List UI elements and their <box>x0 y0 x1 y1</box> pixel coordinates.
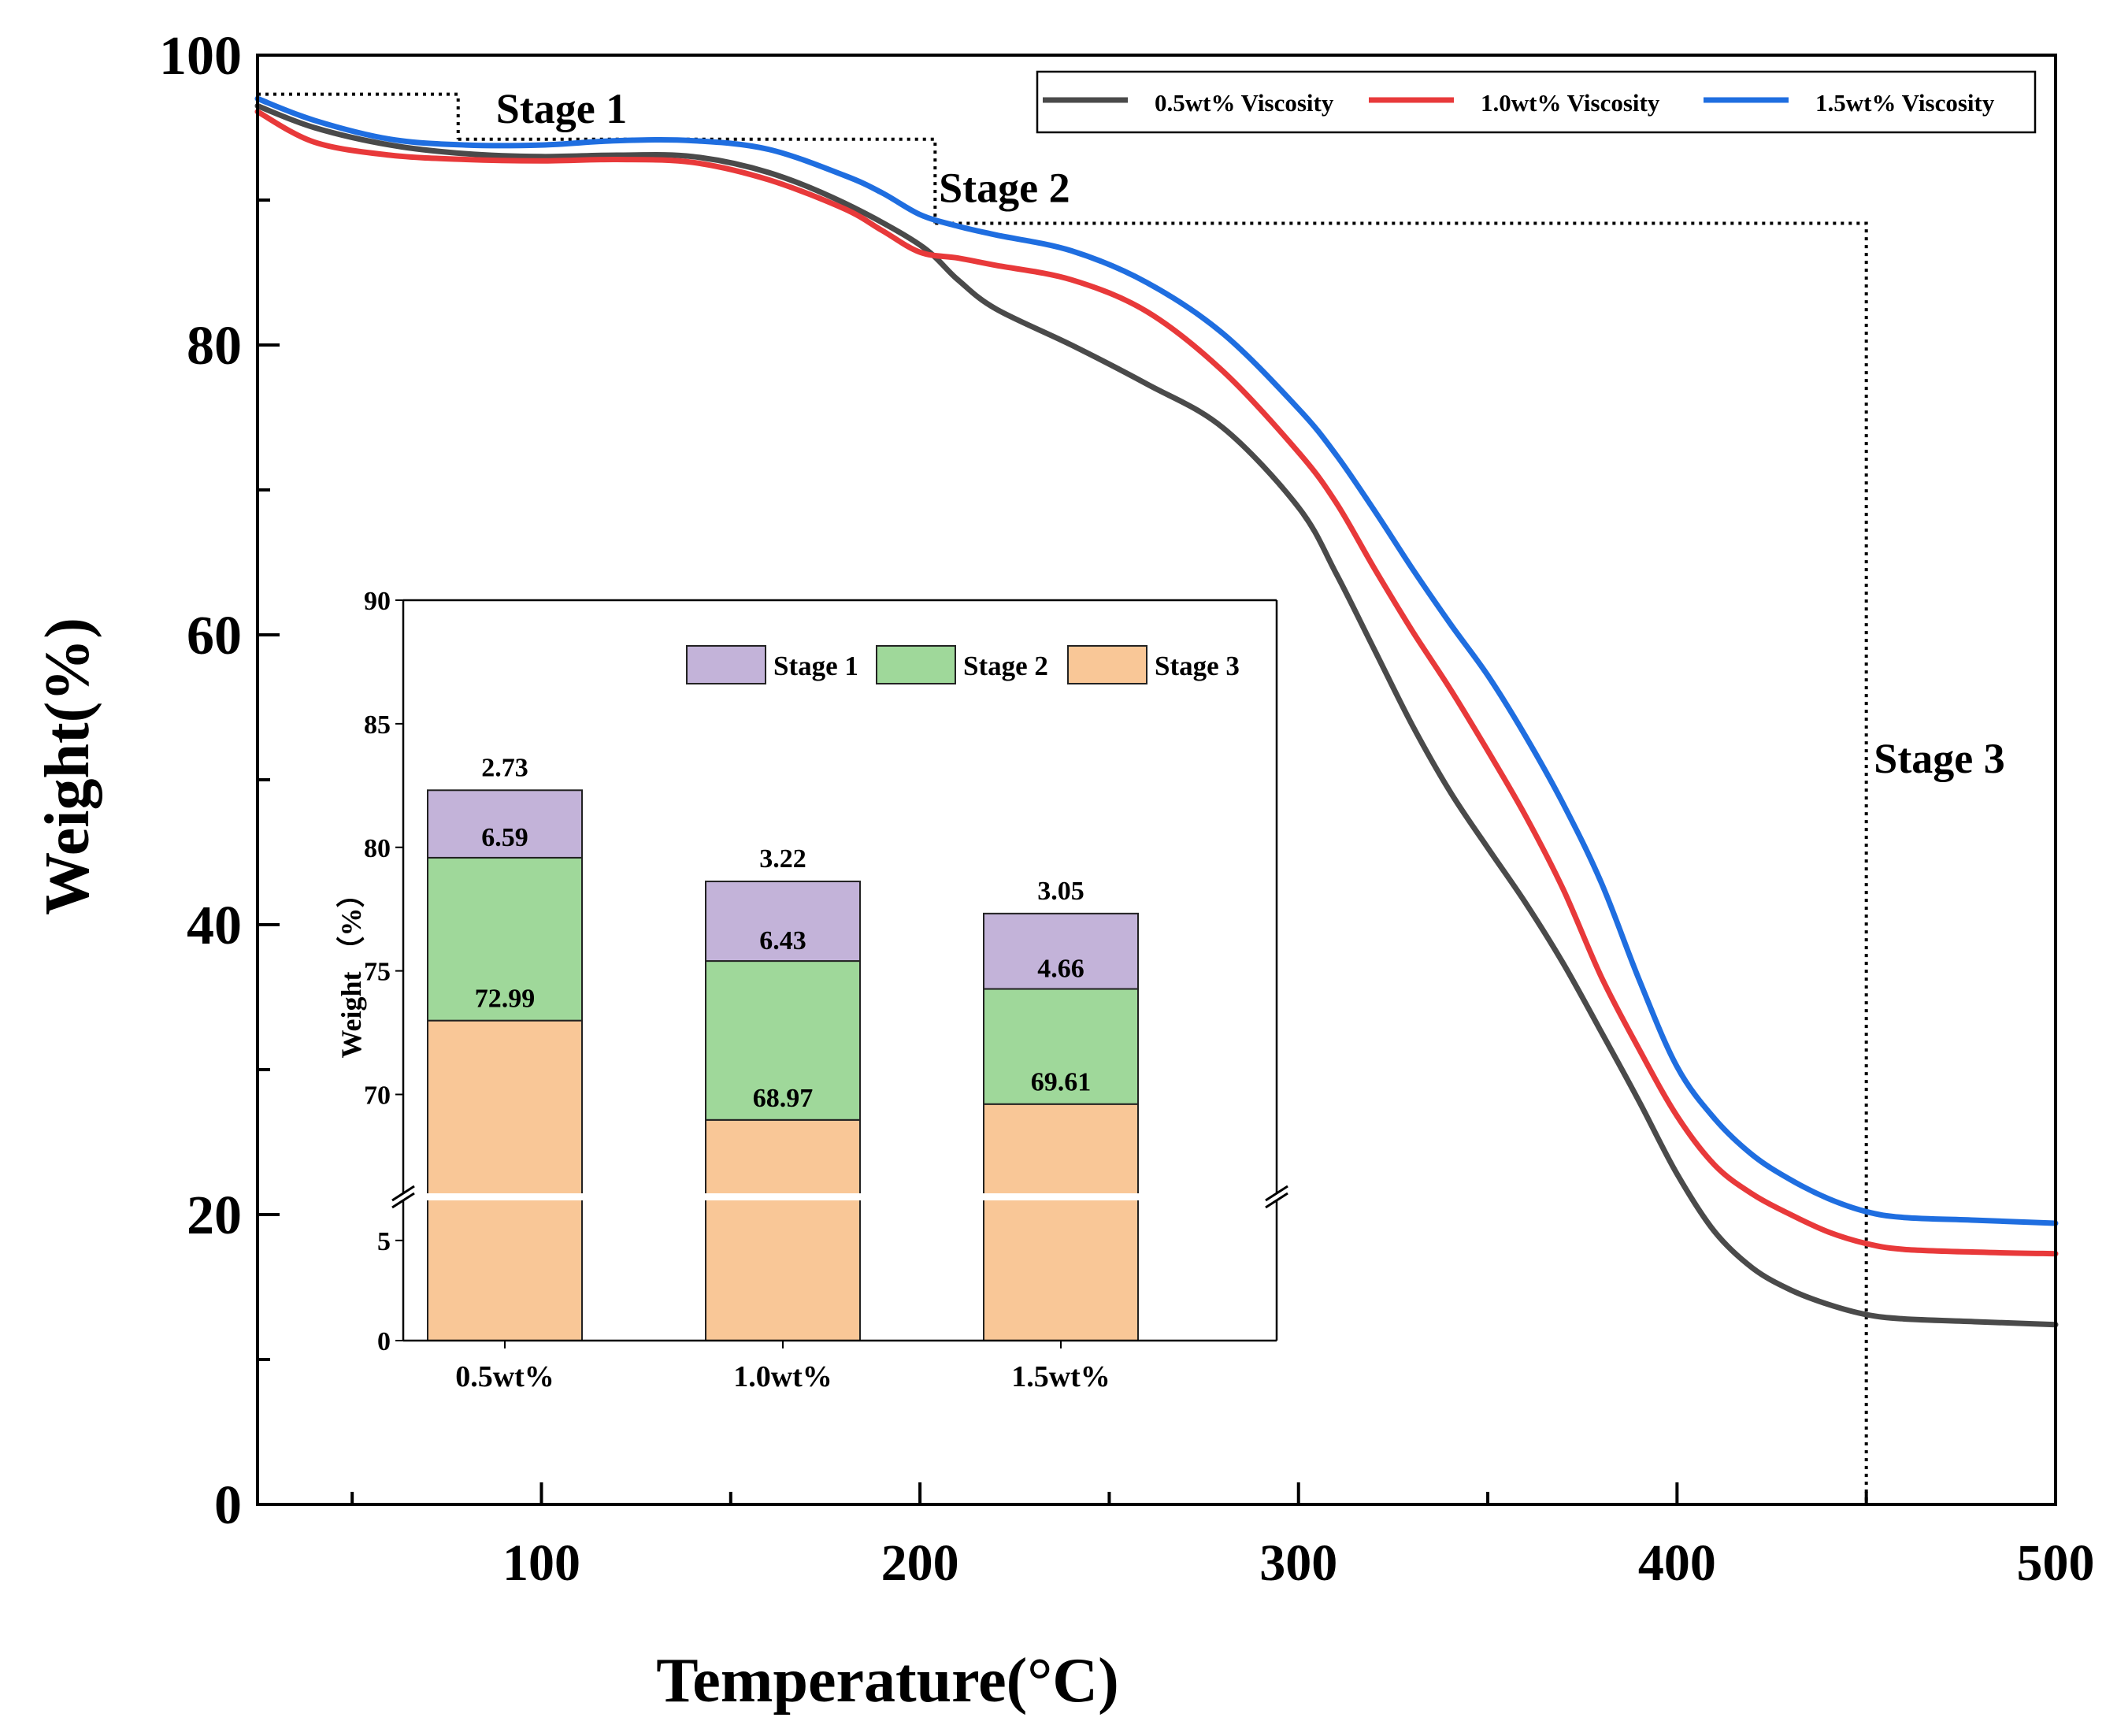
bar-1-0wt-stage-3 <box>705 1118 861 1342</box>
data-label-0-5wt-stage-1: 2.73 <box>481 753 528 782</box>
axis-break-gap <box>387 1193 1292 1200</box>
inset-legend-swatch-stage-3 <box>1067 645 1147 684</box>
inset-x-label-1-5wt: 1.5wt% <box>1011 1360 1110 1393</box>
inset-y-tick-label-80: 80 <box>364 834 391 863</box>
inset-y-tick-label-90: 90 <box>364 587 391 616</box>
y-tick-label-60: 60 <box>187 606 242 666</box>
inset-y-axis-label: Weight （%） <box>336 879 367 1058</box>
y-tick-label-0: 0 <box>214 1475 242 1536</box>
inset-y-tick-label-70: 70 <box>364 1081 391 1111</box>
inset-stacked-bar-chart: 72.99 6.59 2.73 0.5wt% 68.97 6.43 3.22 1.0wt% 69… <box>336 587 1292 1393</box>
legend-label-0-5wt-viscosity: 0.5wt% Viscosity <box>1155 89 1334 117</box>
inset-y-tick-label-85: 85 <box>364 710 391 740</box>
inset-legend-label-stage-2: Stage 2 <box>963 651 1048 681</box>
y-axis-label: Weight(%) <box>33 618 102 915</box>
inset-bars: 72.99 6.59 2.73 0.5wt% 68.97 6.43 3.22 1.0wt% 69… <box>427 753 1139 1393</box>
inset-y-tick-label-75: 75 <box>364 958 391 987</box>
data-label-1-5wt-stage-3: 69.61 <box>1031 1068 1092 1097</box>
data-label-1-5wt-stage-2: 4.66 <box>1037 955 1084 984</box>
x-axis-label: Temperature(°C) <box>656 1646 1118 1716</box>
data-label-0-5wt-stage-2: 6.59 <box>481 823 528 852</box>
series-line-0-5wt-viscosity <box>254 102 2059 1328</box>
series-lines <box>254 95 2059 1328</box>
data-label-1-0wt-stage-1: 3.22 <box>759 844 806 874</box>
stage-3-box <box>935 221 1868 1504</box>
inset-legend-swatch-stage-1 <box>686 645 766 684</box>
data-label-1-0wt-stage-2: 6.43 <box>759 926 806 955</box>
bar-0-5wt-stage-1 <box>427 789 583 859</box>
main-axis-ticks: 100 200 300 400 500 0 20 40 60 80 100 <box>159 26 2095 1592</box>
inset-y-tick-label-0: 0 <box>377 1327 391 1356</box>
data-label-0-5wt-stage-3: 72.99 <box>475 985 536 1014</box>
data-label-1-5wt-stage-1: 3.05 <box>1037 877 1084 906</box>
bar-1-0wt-stage-1 <box>705 881 861 963</box>
bar-1-5wt-stage-1 <box>983 912 1139 990</box>
series-line-1-5wt-viscosity <box>254 95 2059 1226</box>
y-tick-label-20: 20 <box>187 1185 242 1246</box>
bar-1-5wt-stage-3 <box>983 1103 1139 1341</box>
x-tick-label-100: 100 <box>502 1534 580 1592</box>
x-tick-label-200: 200 <box>881 1534 959 1592</box>
stage-3-label: Stage 3 <box>1874 735 2004 782</box>
x-tick-label-500: 500 <box>2017 1534 2095 1592</box>
x-tick-label-300: 300 <box>1259 1534 1337 1592</box>
inset-x-label-1-0wt: 1.0wt% <box>733 1360 832 1393</box>
bar-0-5wt-stage-3 <box>427 1019 583 1341</box>
bar-1-0wt-stage-2 <box>705 960 861 1121</box>
inset-x-label-0-5wt: 0.5wt% <box>455 1360 554 1393</box>
bar-1-5wt-stage-2 <box>983 988 1139 1105</box>
inset-legend: Stage 1 Stage 2 Stage 3 <box>686 645 1240 684</box>
inset-legend-label-stage-3: Stage 3 <box>1155 651 1240 681</box>
series-line-1-0wt-viscosity <box>254 109 2059 1257</box>
y-tick-label-100: 100 <box>159 26 242 87</box>
main-legend: 0.5wt% Viscosity 1.0wt% Viscosity 1.5wt% V… <box>1036 70 2037 134</box>
legend-label-1-5wt-viscosity: 1.5wt% Viscosity <box>1815 89 1995 117</box>
legend-label-1-0wt-viscosity: 1.0wt% Viscosity <box>1481 89 1660 117</box>
inset-axes: 0 5 70 75 80 85 90 <box>364 587 1278 1356</box>
bar-0-5wt-stage-2 <box>427 856 583 1022</box>
stage-1-label: Stage 1 <box>496 85 627 132</box>
legend-frame <box>1036 70 2037 134</box>
inset-legend-label-stage-1: Stage 1 <box>773 651 858 681</box>
x-tick-label-400: 400 <box>1638 1534 1716 1592</box>
inset-legend-swatch-stage-2 <box>876 645 956 684</box>
data-label-1-0wt-stage-3: 68.97 <box>753 1084 814 1113</box>
inset-y-tick-label-5: 5 <box>377 1227 391 1256</box>
y-tick-label-40: 40 <box>187 896 242 956</box>
y-tick-label-80: 80 <box>187 316 242 377</box>
stage-1-box <box>258 92 460 139</box>
stage-2-label: Stage 2 <box>939 165 1070 212</box>
